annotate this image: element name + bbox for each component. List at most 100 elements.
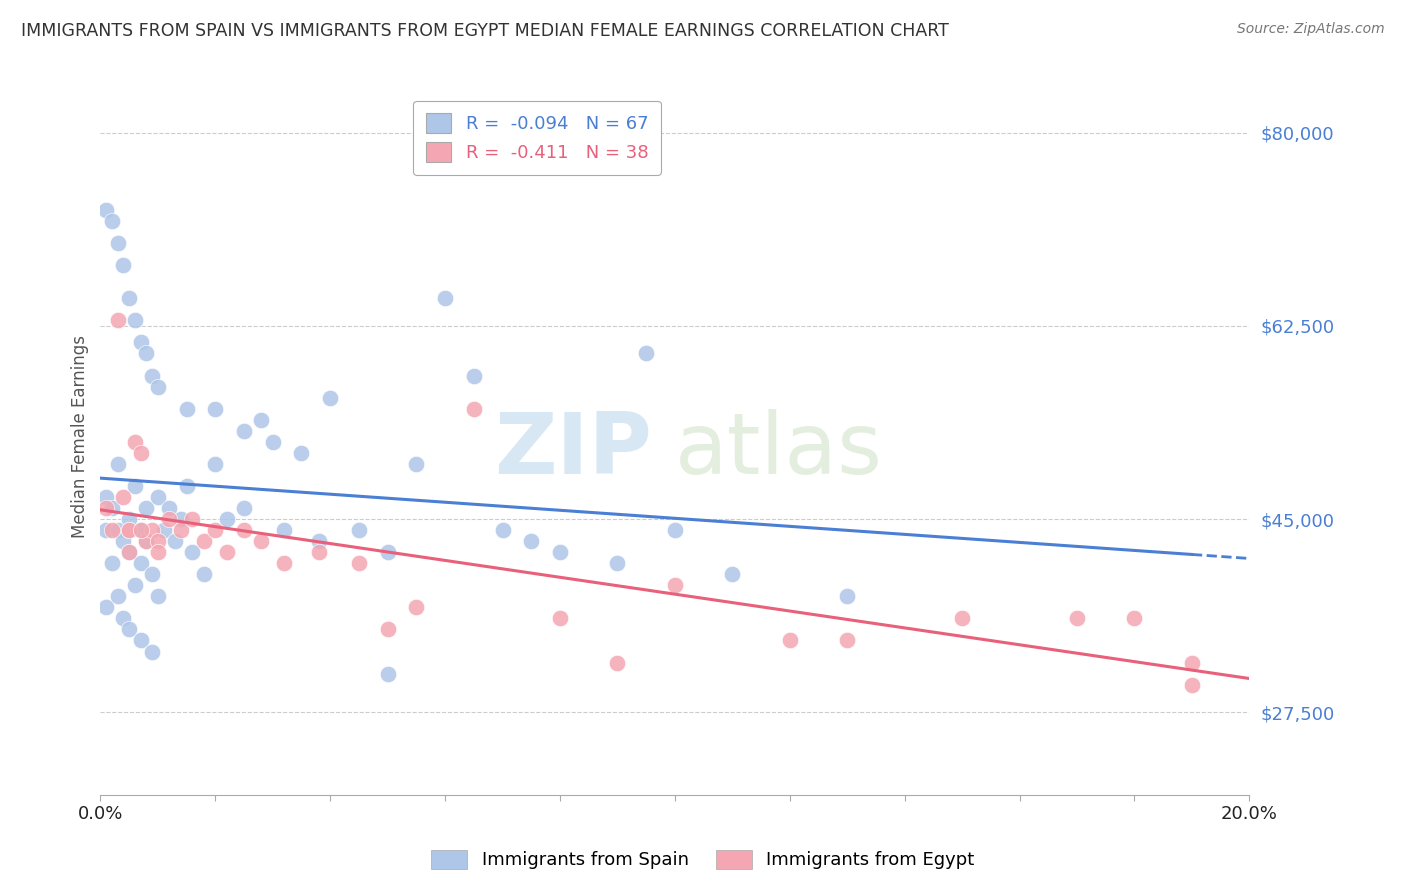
Point [135, 534, 157, 549]
Point [405, 457, 427, 471]
Point [107, 313, 129, 327]
Point [779, 633, 801, 648]
Point [262, 434, 284, 449]
Point [152, 523, 174, 537]
Legend: Immigrants from Spain, Immigrants from Egypt: Immigrants from Spain, Immigrants from E… [422, 840, 984, 879]
Point [135, 501, 157, 516]
Point [377, 666, 399, 681]
Point [606, 556, 628, 570]
Point [129, 446, 152, 460]
Point [112, 611, 135, 625]
Point [377, 545, 399, 559]
Point [1066, 611, 1088, 625]
Point [107, 523, 129, 537]
Point [319, 391, 342, 405]
Point [129, 523, 152, 537]
Point [520, 534, 543, 549]
Point [146, 590, 169, 604]
Text: ZIP: ZIP [494, 409, 652, 492]
Point [94, 523, 117, 537]
Point [434, 291, 457, 305]
Point [146, 534, 169, 549]
Point [204, 457, 226, 471]
Point [124, 434, 146, 449]
Point [377, 623, 399, 637]
Point [163, 534, 186, 549]
Point [118, 291, 141, 305]
Text: IMMIGRANTS FROM SPAIN VS IMMIGRANTS FROM EGYPT MEDIAN FEMALE EARNINGS CORRELATIO: IMMIGRANTS FROM SPAIN VS IMMIGRANTS FROM… [21, 22, 949, 40]
Point [308, 534, 330, 549]
Point [170, 512, 193, 526]
Point [146, 490, 169, 504]
Point [112, 534, 135, 549]
Point [215, 545, 238, 559]
Point [112, 490, 135, 504]
Point [94, 490, 117, 504]
Text: atlas: atlas [675, 409, 883, 492]
Point [107, 235, 129, 250]
Point [193, 534, 215, 549]
Point [250, 534, 273, 549]
Point [112, 258, 135, 272]
Point [233, 523, 256, 537]
Point [94, 501, 117, 516]
Point [204, 401, 226, 416]
Text: Source: ZipAtlas.com: Source: ZipAtlas.com [1237, 22, 1385, 37]
Point [124, 578, 146, 592]
Point [1181, 656, 1204, 670]
Point [347, 556, 370, 570]
Point [233, 424, 256, 438]
Point [118, 523, 141, 537]
Point [1181, 678, 1204, 692]
Point [463, 368, 485, 383]
Point [290, 446, 312, 460]
Point [157, 512, 180, 526]
Point [204, 523, 226, 537]
Point [118, 523, 141, 537]
Point [181, 545, 204, 559]
Point [101, 214, 124, 228]
Point [233, 501, 256, 516]
Legend: R =  -0.094   N = 67, R =  -0.411   N = 38: R = -0.094 N = 67, R = -0.411 N = 38 [413, 101, 661, 175]
Point [141, 523, 163, 537]
Point [101, 556, 124, 570]
Point [118, 512, 141, 526]
Point [837, 633, 859, 648]
Point [146, 545, 169, 559]
Point [129, 523, 152, 537]
Point [141, 567, 163, 582]
Point [94, 600, 117, 615]
Point [157, 501, 180, 516]
Point [129, 556, 152, 570]
Point [405, 600, 427, 615]
Point [101, 523, 124, 537]
Point [118, 623, 141, 637]
Point [129, 633, 152, 648]
Point [176, 479, 198, 493]
Point [101, 501, 124, 516]
Point [491, 523, 513, 537]
Point [950, 611, 973, 625]
Point [215, 512, 238, 526]
Y-axis label: Median Female Earnings: Median Female Earnings [72, 334, 89, 538]
Point [548, 611, 571, 625]
Point [181, 512, 204, 526]
Point [463, 401, 485, 416]
Point [664, 578, 686, 592]
Point [141, 368, 163, 383]
Point [273, 556, 295, 570]
Point [347, 523, 370, 537]
Point [170, 523, 193, 537]
Point [176, 401, 198, 416]
Point [146, 379, 169, 393]
Point [141, 644, 163, 658]
Point [107, 590, 129, 604]
Point [135, 534, 157, 549]
Point [94, 202, 117, 217]
Point [118, 545, 141, 559]
Point [837, 590, 859, 604]
Point [250, 413, 273, 427]
Point [118, 545, 141, 559]
Point [636, 346, 658, 360]
Point [135, 346, 157, 360]
